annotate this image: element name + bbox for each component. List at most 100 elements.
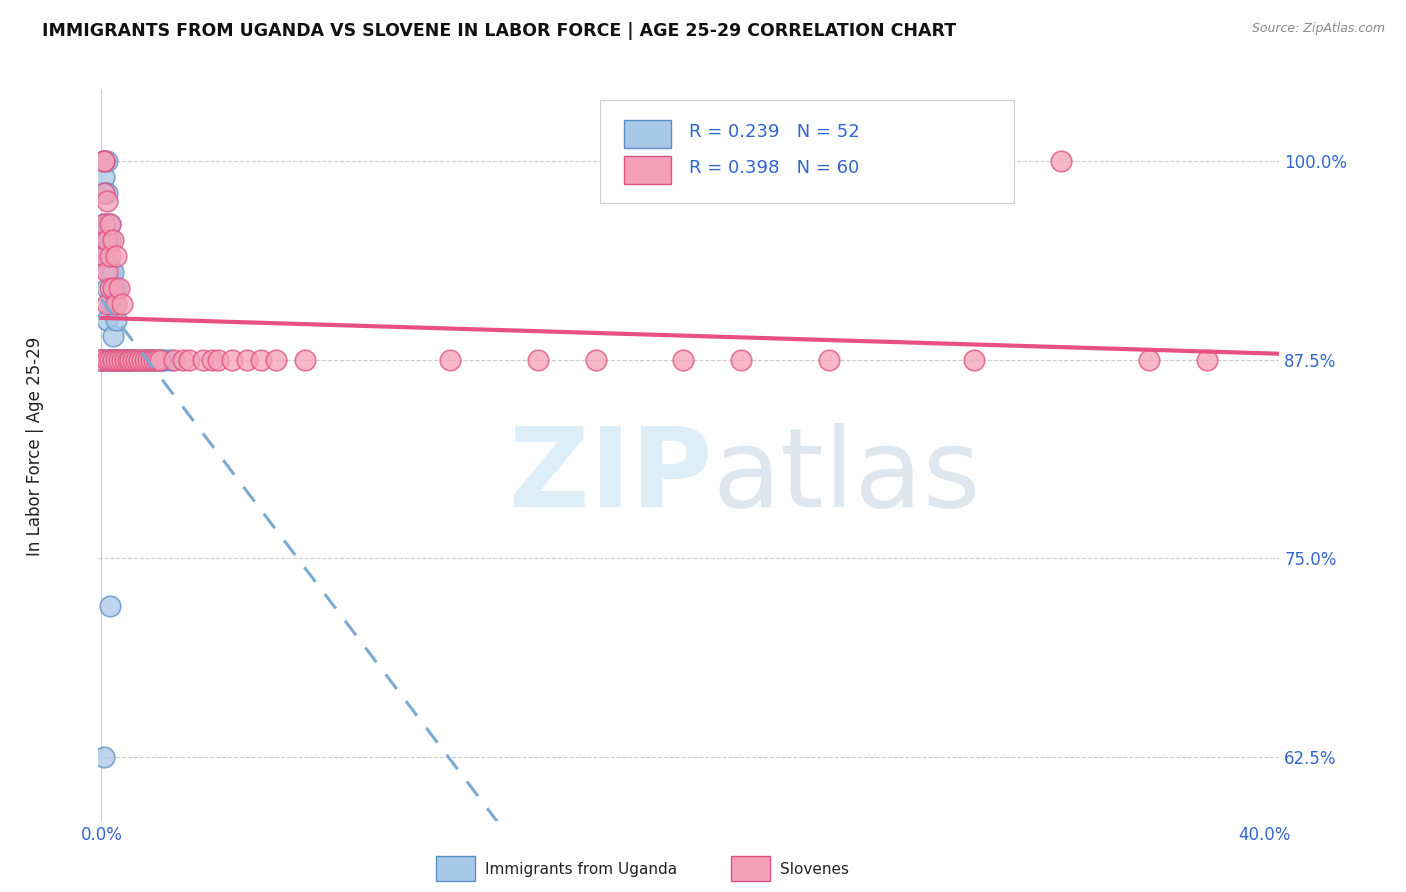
Point (145, 352, 167, 367)
Point (96, 265, 118, 279)
Point (98, 297, 121, 311)
Point (104, 352, 127, 367)
Point (101, 352, 124, 367)
Point (107, 352, 129, 367)
Point (98, 352, 121, 367)
Point (294, 352, 316, 367)
Text: In Labor Force | Age 25-29: In Labor Force | Age 25-29 (27, 336, 44, 556)
Point (101, 352, 124, 367)
Point (142, 352, 165, 367)
FancyBboxPatch shape (624, 156, 671, 185)
Point (439, 352, 461, 367)
Point (139, 352, 162, 367)
Point (236, 352, 259, 367)
Point (93, 352, 115, 367)
Point (98, 218, 121, 232)
Point (93, 153, 115, 168)
Point (93, 153, 115, 168)
Point (148, 352, 170, 367)
Point (111, 352, 134, 367)
Point (93, 249, 115, 263)
Point (114, 352, 136, 367)
Point (111, 297, 134, 311)
Point (148, 352, 170, 367)
Point (93, 233, 115, 247)
Point (93, 186, 115, 200)
Point (114, 352, 136, 367)
Point (672, 352, 695, 367)
Point (160, 352, 183, 367)
Text: IMMIGRANTS FROM UGANDA VS SLOVENE IN LABOR FORCE | AGE 25-29 CORRELATION CHART: IMMIGRANTS FROM UGANDA VS SLOVENE IN LAB… (42, 22, 956, 40)
Point (96, 233, 118, 247)
Point (90, 352, 112, 367)
Point (96, 194, 118, 208)
Point (104, 297, 127, 311)
Point (107, 281, 129, 295)
Point (93, 750, 115, 764)
Point (96, 352, 118, 367)
Point (104, 281, 127, 295)
Point (163, 352, 186, 367)
Point (117, 352, 139, 367)
Point (96, 249, 118, 263)
Point (98, 281, 121, 295)
Point (90, 352, 112, 367)
Text: Immigrants from Uganda: Immigrants from Uganda (485, 863, 678, 877)
Point (101, 233, 124, 247)
Point (96, 352, 118, 367)
Point (93, 169, 115, 184)
Point (104, 249, 127, 263)
Point (104, 352, 127, 367)
Point (98, 233, 121, 247)
Text: Slovenes: Slovenes (780, 863, 849, 877)
Point (250, 352, 273, 367)
Text: ZIP: ZIP (509, 424, 713, 531)
Point (96, 297, 118, 311)
Point (1050, 153, 1073, 168)
Point (107, 352, 129, 367)
Text: R = 0.398   N = 60: R = 0.398 N = 60 (689, 159, 859, 178)
Point (152, 352, 174, 367)
Point (730, 352, 752, 367)
Text: R = 0.239   N = 52: R = 0.239 N = 52 (689, 122, 859, 141)
Point (134, 352, 156, 367)
FancyBboxPatch shape (624, 120, 671, 148)
Point (96, 153, 118, 168)
Point (93, 218, 115, 232)
Point (98, 352, 121, 367)
Point (817, 352, 839, 367)
FancyBboxPatch shape (600, 100, 1014, 202)
Point (585, 352, 607, 367)
Point (96, 218, 118, 232)
Point (120, 352, 142, 367)
Point (136, 352, 159, 367)
Point (125, 352, 148, 367)
Point (201, 352, 224, 367)
Point (98, 265, 121, 279)
Point (134, 352, 156, 367)
Point (104, 352, 127, 367)
Point (98, 249, 121, 263)
Point (1137, 352, 1160, 367)
Text: atlas: atlas (713, 424, 981, 531)
Point (963, 352, 986, 367)
Point (111, 352, 134, 367)
Point (125, 352, 148, 367)
Point (128, 352, 150, 367)
Text: Source: ZipAtlas.com: Source: ZipAtlas.com (1251, 22, 1385, 36)
Point (93, 249, 115, 263)
Point (98, 218, 121, 232)
Point (526, 352, 548, 367)
Point (142, 352, 165, 367)
Point (155, 352, 177, 367)
Point (96, 281, 118, 295)
Point (101, 281, 124, 295)
Point (93, 153, 115, 168)
Point (172, 352, 194, 367)
Point (107, 352, 129, 367)
Point (93, 186, 115, 200)
Point (98, 352, 121, 367)
Point (136, 352, 159, 367)
Point (104, 312, 127, 326)
Point (93, 153, 115, 168)
